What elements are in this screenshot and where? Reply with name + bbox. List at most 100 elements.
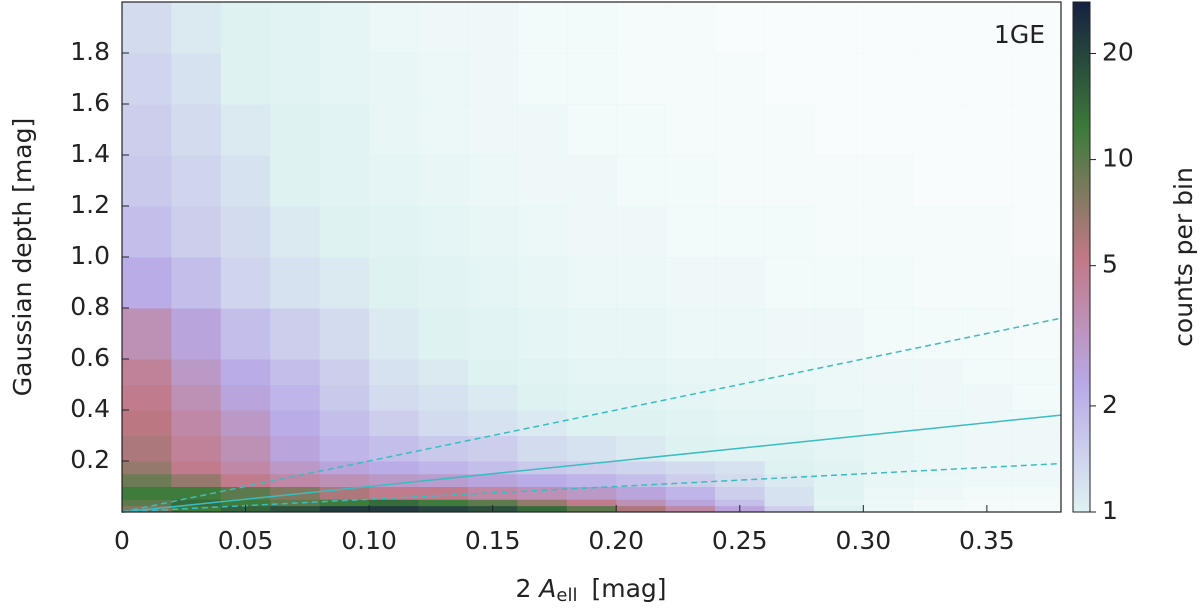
bin bbox=[418, 155, 469, 207]
bin bbox=[319, 473, 370, 487]
bin bbox=[715, 473, 765, 487]
bin bbox=[270, 206, 321, 258]
bin bbox=[764, 104, 815, 156]
bin bbox=[171, 155, 222, 207]
bin bbox=[171, 486, 222, 500]
bin bbox=[566, 104, 617, 156]
bin bbox=[517, 410, 568, 436]
bin bbox=[467, 461, 518, 475]
bin bbox=[715, 2, 765, 54]
bin bbox=[912, 384, 963, 411]
bin bbox=[715, 410, 765, 436]
bin bbox=[369, 155, 420, 207]
bin bbox=[912, 499, 963, 507]
bin bbox=[517, 257, 568, 309]
bin bbox=[319, 53, 370, 105]
bin bbox=[418, 410, 469, 436]
bin bbox=[813, 410, 864, 436]
bin bbox=[665, 155, 716, 207]
bin bbox=[912, 257, 963, 309]
bin bbox=[912, 461, 963, 475]
y-tick-label: 1.6 bbox=[70, 88, 110, 117]
bin bbox=[270, 461, 321, 475]
bin bbox=[1011, 486, 1062, 500]
bin bbox=[270, 505, 321, 513]
reference-line bbox=[121, 414, 1062, 513]
bin bbox=[418, 505, 469, 513]
bin bbox=[171, 435, 222, 462]
bin bbox=[566, 435, 617, 462]
bin bbox=[220, 410, 271, 436]
bin bbox=[764, 308, 815, 360]
bin bbox=[369, 435, 420, 462]
bin bbox=[517, 2, 568, 54]
bin bbox=[715, 499, 765, 507]
x-label-part: 2 bbox=[515, 574, 531, 603]
bin bbox=[1011, 473, 1062, 487]
x-label-part: A bbox=[537, 574, 556, 603]
bin bbox=[665, 2, 716, 54]
bin bbox=[566, 384, 617, 411]
bin bbox=[863, 2, 914, 54]
bin bbox=[1011, 206, 1062, 258]
bin bbox=[418, 206, 469, 258]
bin bbox=[616, 473, 667, 487]
bin bbox=[813, 308, 864, 360]
bin bbox=[171, 505, 222, 513]
bin bbox=[566, 257, 617, 309]
bin bbox=[319, 384, 370, 411]
bin bbox=[764, 486, 815, 500]
bin bbox=[517, 359, 568, 385]
bin bbox=[665, 104, 716, 156]
bin bbox=[319, 155, 370, 207]
heatmap bbox=[122, 2, 1062, 513]
bin bbox=[517, 155, 568, 207]
bin bbox=[863, 505, 914, 513]
bin bbox=[171, 2, 222, 54]
bin bbox=[220, 308, 271, 360]
bin bbox=[962, 104, 1013, 156]
x-label-part: [mag] bbox=[591, 574, 666, 603]
bin bbox=[813, 384, 864, 411]
bin bbox=[220, 384, 271, 411]
bin bbox=[517, 308, 568, 360]
bin bbox=[122, 410, 172, 436]
bin bbox=[665, 473, 716, 487]
bin bbox=[962, 486, 1013, 500]
bin bbox=[319, 206, 370, 258]
bin bbox=[418, 2, 469, 54]
bin bbox=[220, 53, 271, 105]
bin bbox=[171, 53, 222, 105]
bin bbox=[863, 53, 914, 105]
colorbar-tick-label: 2 bbox=[1102, 390, 1118, 419]
bin bbox=[962, 435, 1013, 462]
bin bbox=[813, 505, 864, 513]
y-tick-label: 0.4 bbox=[70, 394, 110, 423]
bin bbox=[418, 308, 469, 360]
bin bbox=[1011, 53, 1062, 105]
bin bbox=[171, 499, 222, 507]
bin bbox=[566, 155, 617, 207]
bin bbox=[616, 384, 667, 411]
bin bbox=[517, 435, 568, 462]
bin bbox=[122, 359, 172, 385]
bin bbox=[319, 461, 370, 475]
bin bbox=[863, 206, 914, 258]
bin bbox=[912, 308, 963, 360]
bin bbox=[764, 53, 815, 105]
bin bbox=[863, 308, 914, 360]
bin bbox=[616, 308, 667, 360]
bin bbox=[122, 104, 172, 156]
y-tick-label: 0.8 bbox=[70, 292, 110, 321]
bin bbox=[665, 486, 716, 500]
bin bbox=[467, 473, 518, 487]
bin bbox=[863, 155, 914, 207]
bin bbox=[467, 410, 518, 436]
bin bbox=[122, 473, 172, 487]
bin bbox=[912, 505, 963, 513]
y-tick-label: 1.2 bbox=[70, 190, 110, 219]
bin bbox=[220, 206, 271, 258]
bin bbox=[220, 359, 271, 385]
bin bbox=[319, 410, 370, 436]
bin bbox=[1011, 2, 1062, 54]
